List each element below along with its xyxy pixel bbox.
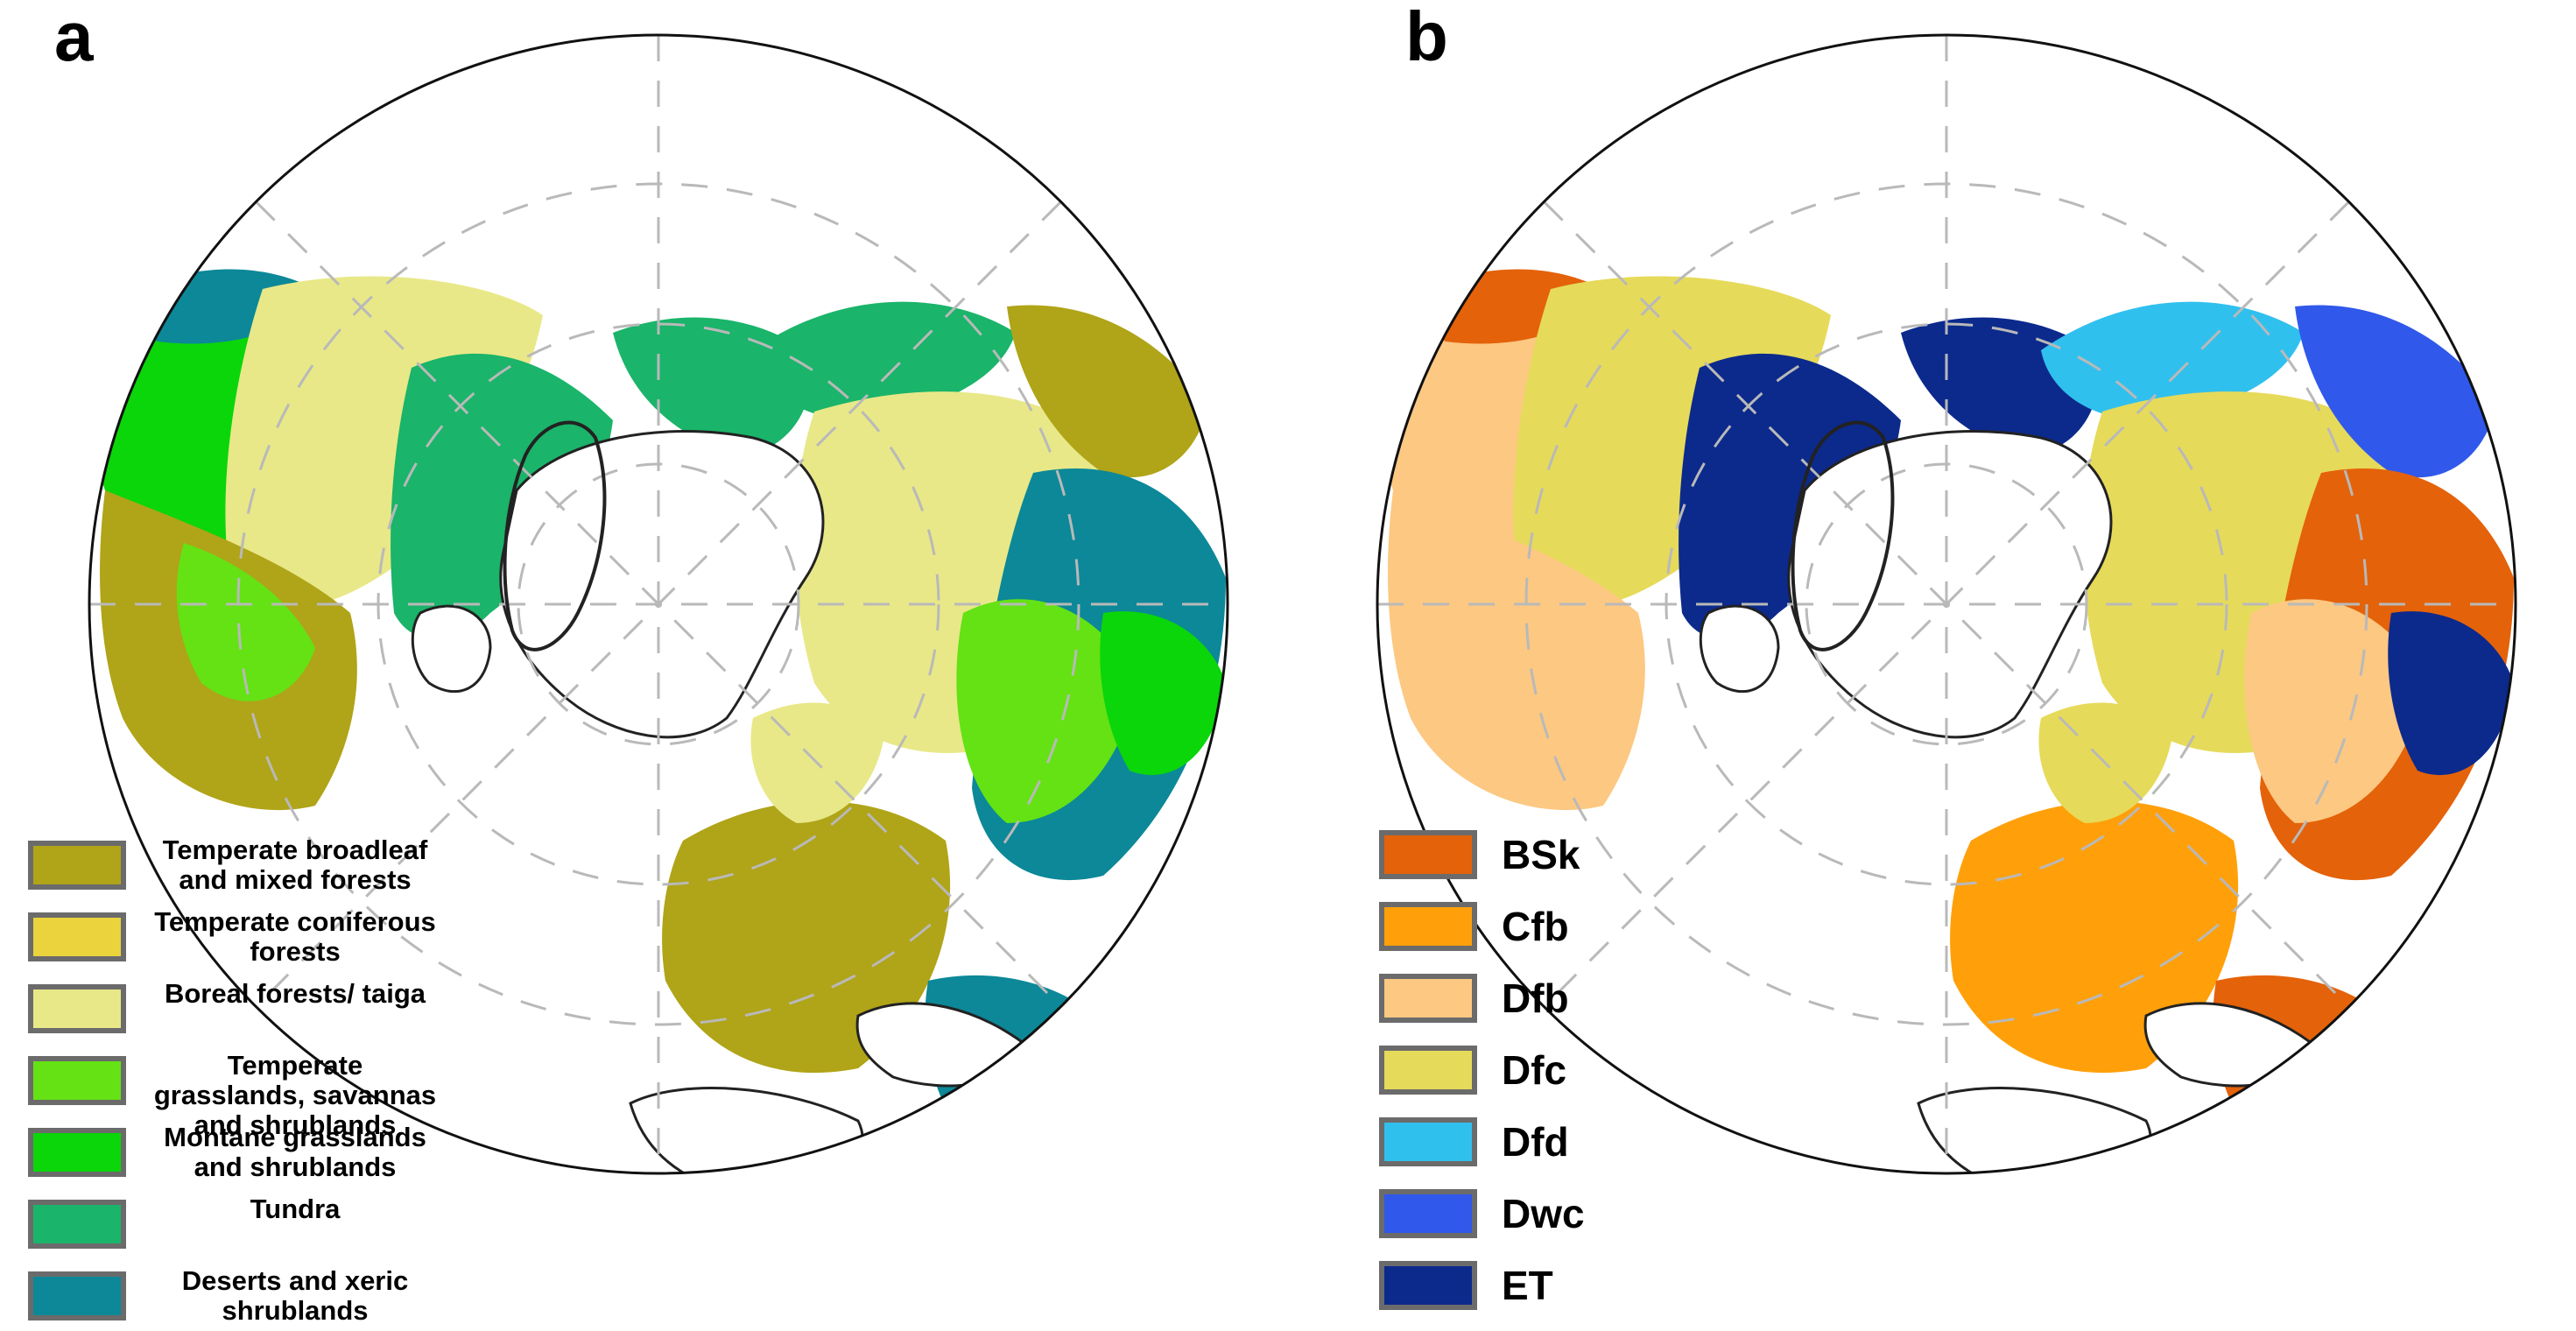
- legend-swatch: [28, 1271, 126, 1320]
- legend-label: Dwc: [1502, 1191, 1585, 1236]
- legend-label: Boreal forests/ taiga: [164, 978, 426, 1009]
- ocean-area: [1787, 430, 2113, 739]
- legend-swatch: [28, 1128, 126, 1177]
- map-boundary: [88, 33, 1229, 1175]
- region-usa-dfb: [1388, 490, 1645, 811]
- legend-label: Temperate grasslands, savannas and shrub…: [153, 1050, 437, 1140]
- ocean-area: [499, 430, 825, 739]
- legend-swatch: [28, 984, 126, 1033]
- legend-label: Dfc: [1502, 1047, 1567, 1093]
- graticule: [1377, 35, 2516, 1173]
- coastline: [503, 420, 607, 651]
- region-east-asia-broadleaf: [1007, 305, 1208, 478]
- region-steppe-dfb: [2244, 599, 2426, 823]
- legend-swatch: [1379, 1046, 1477, 1095]
- legend-label: Temperate coniferous forests: [154, 906, 436, 967]
- coastline: [1791, 420, 1895, 651]
- legend-swatch: [1379, 1261, 1477, 1310]
- legend-swatch: [1379, 1117, 1477, 1166]
- graticule: [89, 35, 1228, 1173]
- legend-label: BSk: [1502, 832, 1580, 877]
- region-europe-broadleaf: [662, 801, 951, 1074]
- panel-label-b: b: [1405, 0, 1448, 75]
- legend-swatch: [28, 841, 126, 890]
- ocean-area: [1699, 604, 1780, 694]
- legend-label: Dfb: [1502, 975, 1569, 1021]
- legend-swatch: [1379, 902, 1477, 951]
- legend-label: Cfb: [1502, 904, 1569, 949]
- legend-label: Temperate broadleaf and mixed forests: [162, 835, 428, 895]
- region-usa-grassland: [176, 543, 315, 701]
- ocean-area: [411, 604, 492, 694]
- map-boundary: [1376, 33, 2517, 1175]
- legend-label: Deserts and xeric shrublands: [181, 1265, 409, 1326]
- ocean-area: [1917, 1087, 2152, 1173]
- region-east-siberia-dwc: [2295, 305, 2496, 478]
- legend-label: ET: [1502, 1263, 1553, 1308]
- ocean-area: [629, 1087, 864, 1173]
- legend-label: Tundra: [250, 1194, 341, 1224]
- legend-swatch: [1379, 974, 1477, 1023]
- region-mountains-montane: [1100, 611, 1226, 776]
- region-siberia-dfd: [2041, 301, 2304, 420]
- panel-label-a: a: [54, 0, 94, 75]
- legend-swatch: [1379, 1189, 1477, 1238]
- region-siberia-tundra: [753, 301, 1016, 420]
- polar-map-biomes: [88, 33, 1229, 1175]
- legend-swatch: [1379, 830, 1477, 879]
- legend-swatch: [28, 1200, 126, 1249]
- legend-swatch: [28, 1056, 126, 1105]
- legend-swatch: [28, 912, 126, 961]
- legend-label: Montane grasslands and shrublands: [164, 1122, 426, 1182]
- region-steppe-grassland: [956, 599, 1138, 823]
- region-tibet-et: [2388, 611, 2514, 776]
- polar-map-climate: [1376, 33, 2517, 1175]
- legend-label: Dfd: [1502, 1119, 1569, 1165]
- region-europe-cfb: [1950, 801, 2239, 1074]
